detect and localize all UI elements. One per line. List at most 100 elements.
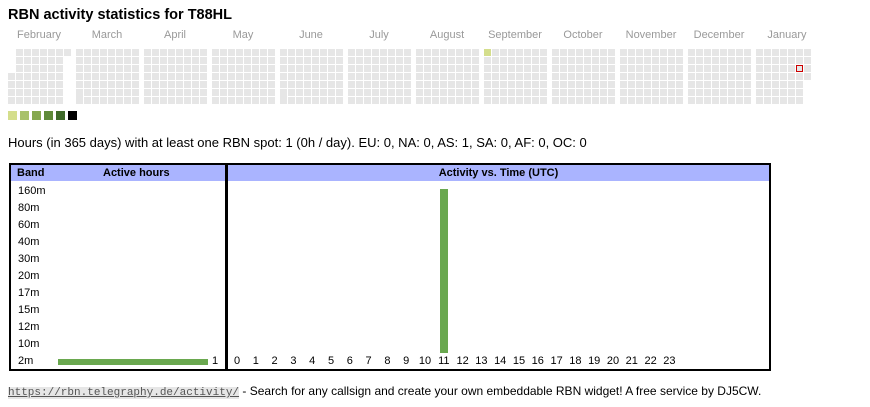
- heatmap-cell: [764, 97, 771, 104]
- heatmap-cell: [608, 49, 615, 56]
- heatmap-cell: [108, 73, 115, 80]
- heatmap-cell: [220, 97, 227, 104]
- heatmap-cell: [388, 89, 395, 96]
- heatmap-cell: [568, 89, 575, 96]
- month-label: April: [164, 29, 186, 41]
- heatmap-cell: [508, 65, 515, 72]
- heatmap-cell: [84, 73, 91, 80]
- heatmap-cell: [152, 97, 159, 104]
- heatmap-cell: [608, 81, 615, 88]
- heatmap-cell: [552, 49, 559, 56]
- heatmap-cell: [320, 49, 327, 56]
- heatmap-cell: [48, 65, 55, 72]
- heatmap-cell: [696, 49, 703, 56]
- heatmap-cell: [464, 49, 471, 56]
- heatmap-cell: [780, 73, 787, 80]
- heatmap-cell: [260, 57, 267, 64]
- heatmap-cell: [728, 81, 735, 88]
- heatmap-cell: [508, 57, 515, 64]
- heatmap-cell: [76, 49, 83, 56]
- heatmap-cell: [560, 65, 567, 72]
- heatmap-cell: [584, 97, 591, 104]
- heatmap-cell: [220, 73, 227, 80]
- heatmap-cell: [244, 73, 251, 80]
- heatmap-cell: [744, 97, 751, 104]
- heatmap-cell: [772, 49, 779, 56]
- heatmap-cell: [212, 81, 219, 88]
- heatmap-cell: [152, 81, 159, 88]
- activity-heatmap: February March April May June July August Septe…: [8, 29, 811, 104]
- heatmap-cell: [288, 49, 295, 56]
- heatmap-cell: [100, 81, 107, 88]
- heatmap-cell: [388, 73, 395, 80]
- footer-link[interactable]: https://rbn.telegraphy.de/activity/: [8, 387, 240, 399]
- heatmap-cell: [84, 97, 91, 104]
- heatmap-cell: [116, 73, 123, 80]
- heatmap-cell: [644, 89, 651, 96]
- heatmap-cell: [704, 73, 711, 80]
- time-chart: Activity vs. Time (UTC): [226, 163, 771, 371]
- heatmap-cell: [448, 73, 455, 80]
- heatmap-cell: [668, 89, 675, 96]
- heatmap-cell: [228, 89, 235, 96]
- heatmap-cell: [124, 73, 131, 80]
- heatmap-cell: [744, 89, 751, 96]
- heatmap-cell: [32, 49, 39, 56]
- heatmap-cell: [500, 73, 507, 80]
- heatmap-cell: [192, 97, 199, 104]
- heatmap-cell: [48, 73, 55, 80]
- heatmap-cell: [644, 81, 651, 88]
- heatmap-cell: [56, 73, 63, 80]
- heatmap-cell: [464, 97, 471, 104]
- heatmap-cell: [116, 49, 123, 56]
- legend-swatch: [68, 111, 77, 120]
- heatmap-cell: [268, 65, 275, 72]
- heatmap-cell: [636, 49, 643, 56]
- heatmap-cell: [328, 81, 335, 88]
- heatmap-cell: [764, 73, 771, 80]
- heatmap-cell: [220, 65, 227, 72]
- heatmap-cell: [236, 81, 243, 88]
- heatmap-cell: [660, 81, 667, 88]
- heatmap-cell: [788, 97, 795, 104]
- heatmap-cell: [440, 49, 447, 56]
- heatmap-cell: [576, 97, 583, 104]
- heatmap-cell: [380, 97, 387, 104]
- heatmap-cell: [744, 81, 751, 88]
- heatmap-cell: [660, 89, 667, 96]
- heatmap-cell: [228, 73, 235, 80]
- heatmap-cell: [484, 49, 491, 56]
- heatmap-cell: [176, 73, 183, 80]
- heatmap-cell: [584, 65, 591, 72]
- heatmap-cell: [404, 73, 411, 80]
- heatmap-cell: [704, 57, 711, 64]
- heatmap-cell: [364, 49, 371, 56]
- heatmap-cell: [320, 97, 327, 104]
- heatmap-cell: [448, 97, 455, 104]
- heatmap-cell: [720, 89, 727, 96]
- heatmap-cell: [372, 97, 379, 104]
- heatmap-cell: [388, 65, 395, 72]
- heatmap-cell: [228, 65, 235, 72]
- heatmap-cell: [704, 81, 711, 88]
- heatmap-cell: [160, 57, 167, 64]
- month-label: October: [563, 29, 602, 41]
- heatmap-cell: [184, 49, 191, 56]
- heatmap-cell: [16, 97, 23, 104]
- heatmap-cell: [576, 49, 583, 56]
- heatmap-cell: [448, 57, 455, 64]
- heatmap-cell: [780, 57, 787, 64]
- heatmap-cell: [348, 81, 355, 88]
- heatmap-cell: [500, 65, 507, 72]
- heatmap-cell: [764, 49, 771, 56]
- heatmap-cell: [176, 49, 183, 56]
- heatmap-cell: [676, 89, 683, 96]
- hour-tick-label: 11: [438, 355, 450, 367]
- band-table: Band Active hours 160m 80m 60m 40m 30m 20m 17m…: [9, 163, 227, 371]
- heatmap-cell: [484, 89, 491, 96]
- heatmap-cell: [728, 49, 735, 56]
- heatmap-cell: [24, 57, 31, 64]
- heatmap-cell: [416, 97, 423, 104]
- heatmap-cell: [168, 89, 175, 96]
- band-label: 20m: [18, 270, 40, 282]
